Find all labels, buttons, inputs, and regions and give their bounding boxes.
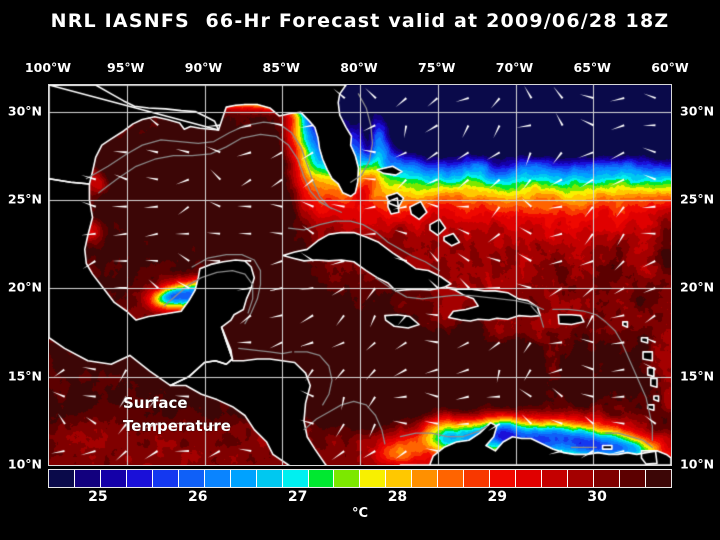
lat-tick: 15°N [7,368,42,384]
colorbar-swatch [568,470,595,487]
lat-tick: 30°N [7,103,42,118]
colorbar-swatch [308,470,335,487]
lon-tick: 85°W [262,60,300,75]
map-panel: Surface Temperature [48,84,672,466]
colorbar-tick: 30 [587,489,607,505]
colorbar-swatch [152,470,179,487]
map-annotation: Surface Temperature [123,394,231,435]
colorbar-swatch [360,470,387,487]
colorbar-swatch [100,470,127,487]
colorbar-swatch [645,470,671,487]
lon-tick: 75°W [418,60,456,75]
colorbar-swatch [386,470,413,487]
latitude-axis-left: 30°N 25°N 20°N 15°N 10°N [0,0,46,540]
lat-tick: 10°N [680,456,715,472]
lon-tick: 65°W [573,60,611,75]
colorbar-swatch [334,470,361,487]
colorbar-swatch [178,470,205,487]
lat-tick: 25°N [680,191,715,207]
colorbar-ticks: 25 26 27 28 29 30 [48,489,672,507]
lon-tick: 70°W [495,60,534,75]
figure-title: NRL IASNFS 66-Hr Forecast valid at 2009/… [50,10,670,32]
colorbar-swatch [282,470,309,487]
lat-tick: 15°N [680,368,715,384]
colorbar-swatch [256,470,283,487]
lat-tick: 20°N [7,279,42,295]
colorbar-swatch [126,470,153,487]
colorbar-unit-label: °C [351,506,369,521]
colorbar-swatch [438,470,465,487]
colorbar-swatch [204,470,231,487]
lon-tick: 95°W [107,60,145,75]
colorbar-tick: 26 [188,489,208,505]
colorbar-swatch [542,470,569,487]
lat-tick: 25°N [7,191,42,207]
colorbar-tick: 27 [287,489,308,505]
colorbar-swatch [49,470,75,487]
colorbar-swatch [490,470,517,487]
colorbar-tick: 28 [387,489,408,505]
lat-tick: 30°N [680,103,715,118]
colorbar-swatch [74,470,101,487]
colorbar-swatch [412,470,439,487]
colorbar-swatch [230,470,257,487]
colorbar-swatch [464,470,491,487]
lat-tick: 10°N [7,456,42,472]
colorbar-tick: 25 [88,489,108,505]
lat-tick: 20°N [680,279,715,295]
longitude-axis: 100°W 95°W 90°W 85°W 80°W 75°W 70°W 65°W 60°W [0,60,720,76]
colorbar [48,469,672,488]
colorbar-swatch [619,470,646,487]
colorbar-tick: 29 [487,489,508,505]
lon-tick: 60°W [651,60,689,75]
colorbar-wrap [48,469,672,488]
colorbar-swatch [516,470,543,487]
lon-tick: 100°W [24,60,72,75]
colorbar-swatch [594,470,620,487]
lon-tick: 90°W [184,60,223,75]
lon-tick: 80°W [340,60,378,75]
latitude-axis-right: 30°N 25°N 20°N 15°N 10°N [676,0,720,540]
